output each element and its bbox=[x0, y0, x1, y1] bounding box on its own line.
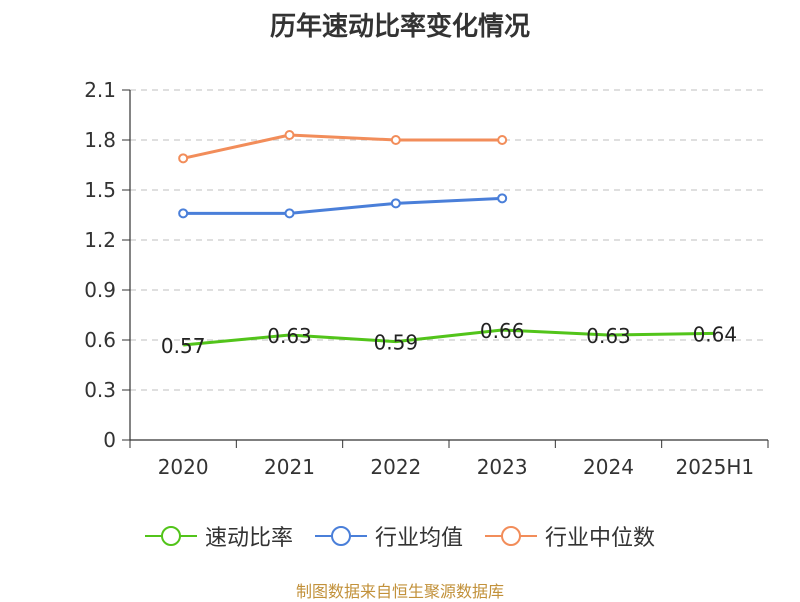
data-label: 0.57 bbox=[161, 334, 206, 358]
data-label: 0.64 bbox=[693, 322, 738, 346]
y-tick-label: 0.6 bbox=[84, 328, 116, 352]
legend-item-series-2[interactable]: 行业中位数 bbox=[485, 520, 655, 552]
y-tick-label: 1.8 bbox=[84, 128, 116, 152]
legend-item-series-0[interactable]: 速动比率 bbox=[144, 520, 293, 552]
data-point bbox=[497, 193, 508, 204]
y-tick-label: 0 bbox=[103, 428, 116, 452]
data-point bbox=[284, 130, 295, 140]
chart-title: 历年速动比率变化情况 bbox=[269, 12, 530, 42]
series-line-2 bbox=[182, 133, 503, 160]
x-tick-label: 2022 bbox=[370, 455, 421, 479]
source-note: 制图数据来自恒生聚源数据库 bbox=[295, 582, 504, 601]
y-tick-label: 1.5 bbox=[84, 178, 116, 202]
x-tick-label: 2025H1 bbox=[675, 455, 754, 479]
series-line-0 bbox=[183, 328, 715, 347]
series-line-1 bbox=[183, 196, 503, 215]
legend-item-series-1[interactable]: 行业均值 bbox=[314, 520, 463, 552]
y-tick-label: 0.3 bbox=[84, 378, 116, 402]
legend-label: 行业均值 bbox=[374, 526, 463, 551]
x-tick-label: 2021 bbox=[264, 455, 315, 479]
legend-marker-icon bbox=[314, 526, 367, 546]
data-point bbox=[284, 208, 295, 219]
data-label: 0.66 bbox=[480, 319, 525, 343]
data-point bbox=[497, 135, 508, 145]
data-point bbox=[178, 153, 189, 164]
x-tick-label: 2024 bbox=[583, 455, 634, 479]
data-point bbox=[390, 198, 401, 209]
data-label: 0.63 bbox=[267, 324, 312, 348]
x-tick-label: 2020 bbox=[158, 455, 209, 479]
data-point bbox=[390, 135, 401, 145]
data-point bbox=[178, 208, 189, 219]
data-label: 0.59 bbox=[374, 331, 419, 355]
x-tick-label: 2023 bbox=[477, 455, 528, 479]
legend-label: 速动比率 bbox=[204, 526, 293, 551]
legend: 速动比率 行业均值 行业中位数 bbox=[0, 520, 800, 552]
data-label: 0.63 bbox=[586, 324, 631, 348]
y-tick-label: 1.2 bbox=[84, 228, 116, 252]
legend-marker-icon bbox=[485, 526, 537, 546]
legend-marker-icon bbox=[144, 526, 197, 546]
legend-label: 行业中位数 bbox=[545, 526, 656, 551]
y-tick-label: 2.1 bbox=[84, 78, 116, 102]
y-tick-label: 0.9 bbox=[84, 278, 116, 302]
